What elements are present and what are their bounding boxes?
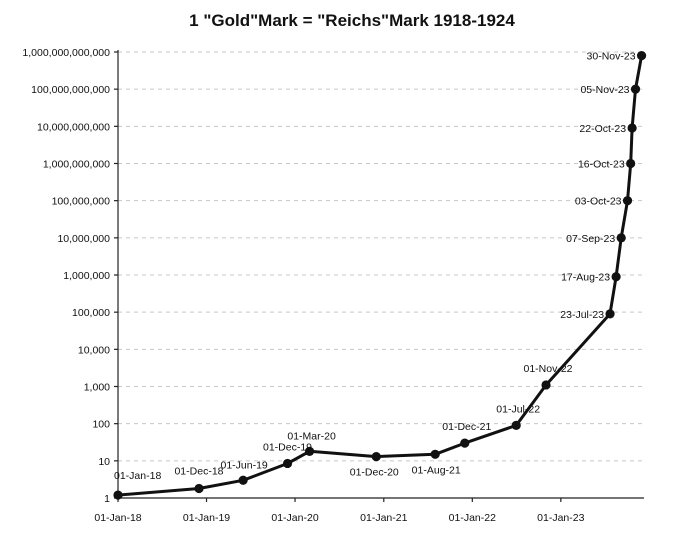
data-label: 01-Dec-19 <box>263 441 312 453</box>
data-point <box>611 272 621 282</box>
data-points <box>113 51 647 500</box>
data-label: 16-Oct-23 <box>578 159 625 171</box>
x-tick-label: 01-Jan-19 <box>183 512 230 524</box>
y-tick-label: 1 <box>104 493 110 505</box>
data-label: 01-Mar-20 <box>287 430 336 442</box>
data-label: 07-Sep-23 <box>566 233 615 245</box>
data-point <box>626 158 636 169</box>
data-label: 01-Dec-21 <box>442 421 491 433</box>
x-axis-tick-labels: 01-Jan-18 01-Jan-19 01-Jan-20 01-Jan-21 01-J… <box>94 512 584 524</box>
data-label: 01-Jan-18 <box>114 470 161 482</box>
data-label: 01-Nov-22 <box>524 363 573 375</box>
y-tick-label: 1,000,000,000 <box>43 159 110 171</box>
gridlines <box>118 51 644 462</box>
data-label: 01-Jun-19 <box>220 459 267 471</box>
data-label: 01-Jul-22 <box>496 403 540 415</box>
series-line-layer <box>117 55 644 497</box>
y-tick-label: 10,000,000 <box>57 233 110 245</box>
data-point <box>304 446 315 456</box>
data-point <box>460 438 470 448</box>
y-axis-tick-labels: 1 10 100 1,000 10,000 100,000 1,000,000 10,000,… <box>22 47 110 505</box>
data-point <box>605 309 615 319</box>
y-tick-label: 1,000,000 <box>63 270 110 282</box>
data-point <box>511 420 521 430</box>
data-point <box>622 196 633 206</box>
data-label: 23-Jul-23 <box>560 309 604 321</box>
data-point <box>541 380 551 390</box>
data-label: 17-Aug-23 <box>561 272 610 284</box>
data-label: 03-Oct-23 <box>575 196 622 208</box>
y-tick-label: 1,000 <box>84 382 110 394</box>
data-point <box>636 51 647 61</box>
series-line <box>117 55 644 497</box>
data-point <box>430 449 440 459</box>
x-tick-label: 01-Jan-23 <box>537 512 584 524</box>
x-tick-label: 01-Jan-21 <box>360 512 407 524</box>
x-tick-label: 01-Jan-20 <box>271 512 318 524</box>
data-label: 01-Dec-20 <box>350 467 399 479</box>
data-point <box>238 475 248 485</box>
y-tick-label: 1,000,000,000,000 <box>22 47 110 59</box>
data-point <box>194 483 204 494</box>
y-tick-label: 10 <box>98 456 110 468</box>
y-tick-label: 100,000,000 <box>52 196 111 208</box>
y-tick-label: 100,000,000,000 <box>31 84 110 96</box>
data-label: 01-Aug-21 <box>412 464 461 476</box>
y-tick-label: 10,000 <box>78 344 110 356</box>
data-point <box>371 451 381 462</box>
data-point <box>627 123 637 133</box>
y-tick-label: 100,000 <box>72 307 110 319</box>
data-point <box>113 490 123 500</box>
x-tick-label: 01-Jan-22 <box>449 512 496 524</box>
data-point <box>282 458 293 469</box>
data-point <box>616 233 626 243</box>
data-label: 01-Dec-18 <box>174 466 223 478</box>
data-label: 22-Oct-23 <box>579 123 626 135</box>
y-tick-label: 100 <box>92 419 110 431</box>
data-label: 05-Nov-23 <box>580 84 629 96</box>
data-label: 30-Nov-23 <box>587 51 636 63</box>
chart-title: 1 "Gold"Mark = "Reichs"Mark 1918-1924 <box>189 11 515 30</box>
axes <box>114 50 644 502</box>
x-tick-label: 01-Jan-18 <box>94 512 141 524</box>
y-tick-label: 10,000,000,000 <box>37 121 110 133</box>
data-point <box>630 84 641 94</box>
